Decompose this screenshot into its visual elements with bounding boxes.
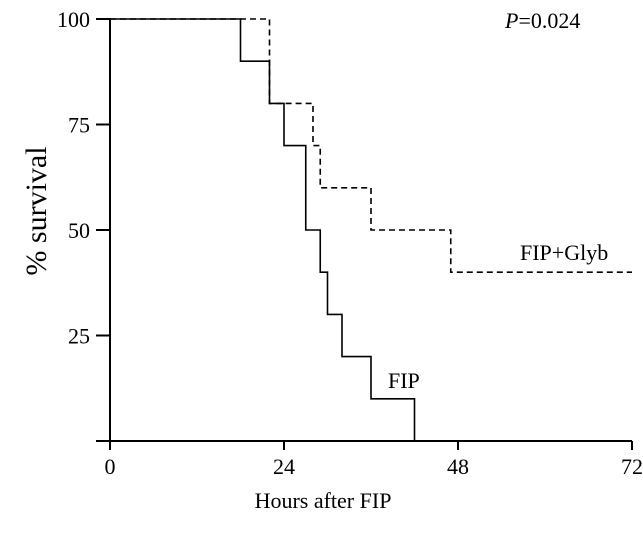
x-tick-label: 48	[447, 454, 469, 479]
y-tick-label: 50	[68, 218, 90, 243]
series-label-fip: FIP	[388, 368, 420, 393]
y-tick-label: 75	[68, 113, 90, 138]
x-tick-label: 24	[273, 454, 295, 479]
y-axis-title: % survival	[20, 146, 53, 275]
x-tick-label: 0	[105, 454, 116, 479]
series-layer	[110, 18, 632, 441]
p-value-annotation: P=0.024	[504, 8, 580, 33]
p-value-symbol: P	[504, 8, 518, 33]
p-value-number: =0.024	[518, 8, 580, 33]
x-tick-label: 72	[621, 454, 643, 479]
y-tick-label: 100	[57, 7, 90, 32]
series-label-fip-glyb: FIP+Glyb	[520, 240, 608, 265]
ticks: 25 50 75 100 0 24 48 72	[57, 7, 643, 479]
series-line-fip	[110, 18, 416, 441]
x-axis-title: Hours after FIP	[255, 488, 392, 513]
series-line-fip-glyb	[110, 18, 632, 273]
y-tick-label: 25	[68, 324, 90, 349]
